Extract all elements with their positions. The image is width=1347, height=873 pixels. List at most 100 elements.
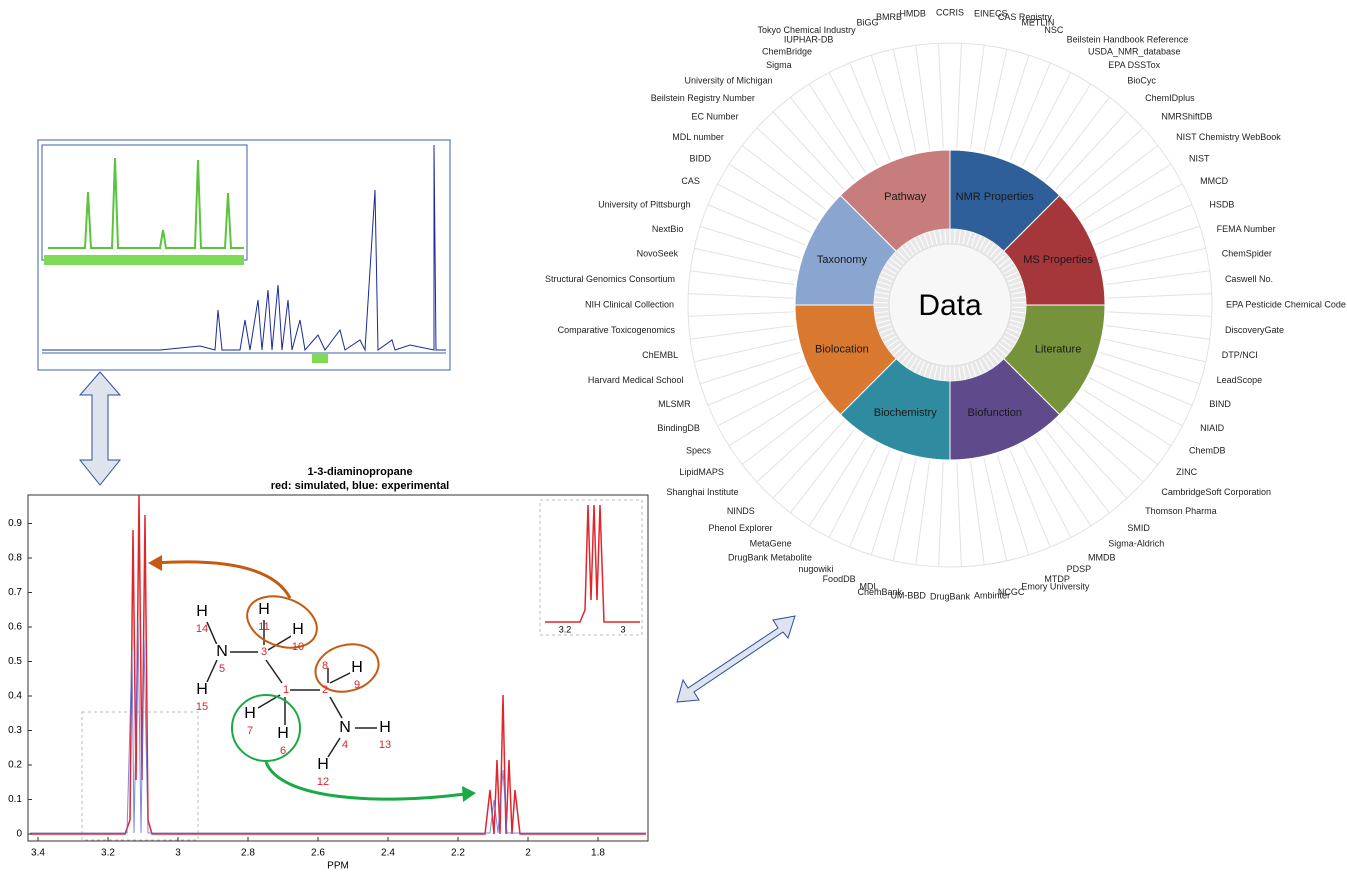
spoke [850,63,890,160]
database-label: Specs [686,445,712,455]
category-label: MS Properties [1023,254,1093,266]
database-label: EPA DSSTox [1108,60,1160,70]
database-label: USDA_NMR_database [1088,46,1181,56]
spoke [718,184,811,232]
database-label: Harvard Medical School [588,375,684,385]
category-label: Biochemistry [874,407,937,419]
spoke [970,45,984,149]
database-label: NextBio [652,224,684,234]
atom-symbol: H [379,719,391,736]
x-tick-label: 2.4 [381,848,395,859]
spoke [1082,389,1171,445]
atom-number: 13 [379,739,391,751]
database-label: Beilstein Registry Number [651,93,755,103]
x-tick-label: 3.4 [31,848,45,859]
database-label: NSC [1044,25,1064,35]
spoke [1034,84,1090,173]
database-label: Comparative Toxicogenomics [558,325,676,335]
database-label: FoodDB [823,574,856,584]
database-label: CAS [681,176,700,186]
spoke [690,325,794,339]
database-label: MMDB [1088,552,1116,562]
atom-number: 8 [322,660,328,672]
y-tick-label: 0.6 [8,622,22,633]
spoke [729,389,818,445]
category-label: NMR Properties [956,191,1035,203]
spoke [1089,377,1182,425]
atom-number: 11 [258,621,269,633]
database-label: FEMA Number [1217,224,1276,234]
database-label: EPA Pesticide Chemical Code [1226,299,1346,309]
spoke [690,271,794,285]
spoke [729,164,818,220]
spoke [688,312,793,317]
database-label: University of Pittsburgh [598,200,691,210]
database-label: BIND [1209,399,1231,409]
spoke [1107,294,1212,299]
y-tick-label: 0.2 [8,760,22,771]
database-label: CCRIS [936,7,964,17]
category-label: Pathway [884,191,927,203]
database-label: DiscoveryGate [1225,325,1284,335]
x-tick-label: 2.8 [241,848,255,859]
database-label: Caswell No. [1225,274,1273,284]
atom-symbol: N [216,643,228,660]
atom-number: 5 [219,663,225,675]
atom-symbol: H [196,603,208,620]
atom-number: 3 [261,646,267,658]
database-label: Sigma [766,60,792,70]
inset-tick-label: 3.2 [559,624,572,634]
y-tick-label: 0.8 [8,553,22,564]
spoke [1107,312,1212,317]
database-label: Emory University [1021,581,1090,591]
spoke [939,43,944,148]
spoke [970,461,984,565]
spoke [1022,444,1070,537]
database-label: BindingDB [657,423,700,433]
database-label: MLSMR [658,399,691,409]
spoke [957,462,962,567]
spoke [829,444,877,537]
spoke [1010,450,1050,547]
database-label: ChemDB [1189,445,1226,455]
database-label: SMID [1127,523,1150,533]
spoke [850,450,890,547]
atom-symbol: H [277,725,289,742]
atom-number: 15 [196,701,208,713]
category-label: Literature [1035,344,1081,356]
x-tick-label: 2 [525,848,531,859]
atom-symbol: H [244,705,256,722]
database-label: NIAID [1200,423,1225,433]
spoke [939,462,944,567]
database-label: nugowiki [798,564,833,574]
atom-number: 4 [342,739,348,751]
category-label: Taxonomy [817,254,868,266]
category-label: Biofunction [968,407,1022,419]
atom-number: 6 [280,745,286,757]
zoom-bar [44,255,244,265]
atom-symbol: H [351,659,363,676]
database-label: BMRB [876,12,902,22]
x-tick-label: 1.8 [591,848,605,859]
database-label: Tokyo Chemical Industry [758,25,857,35]
spoke [916,45,930,149]
double-arrow [80,372,120,485]
database-label: DTP/NCI [1222,350,1258,360]
atom-symbol: H [292,621,304,638]
spoke [1082,164,1171,220]
y-tick-label: 0.9 [8,518,22,529]
spoke [829,73,877,166]
atom-number: 10 [292,641,304,653]
spoke [1106,325,1210,339]
database-label: Structural Genomics Consortium [545,274,675,284]
spoke [916,461,930,565]
spoke [1106,271,1210,285]
database-label: MDL number [672,132,724,142]
atom-symbol: H [317,756,329,773]
database-label: MDL [860,581,879,591]
atom-number: 7 [247,725,253,737]
database-label: ZINC [1176,467,1197,477]
x-tick-label: 3.2 [101,848,115,859]
y-tick-label: 0.4 [8,691,22,702]
database-label: ChemSpider [1222,249,1272,259]
